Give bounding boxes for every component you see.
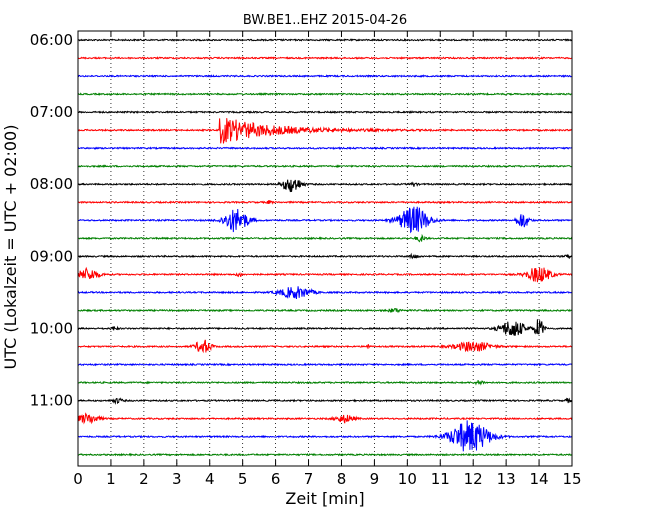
trace-line: [77, 286, 573, 300]
y-axis-label: UTC (Lokalzeit = UTC + 02:00): [1, 125, 20, 370]
y-tick-label: 10:00: [30, 319, 73, 337]
x-tick-label: 14: [530, 470, 549, 488]
x-tick-label: 13: [497, 470, 516, 488]
trace-line: [77, 319, 573, 336]
plot-frame: [77, 30, 573, 467]
trace-line: [77, 38, 573, 42]
trace-line: [77, 74, 573, 79]
x-tick-label: 6: [271, 470, 281, 488]
trace-line: [77, 380, 573, 386]
trace-line: [77, 266, 573, 283]
trace-line: [77, 233, 573, 243]
trace-line: [77, 146, 573, 151]
trace-line: [77, 397, 573, 405]
x-tick-label: 1: [106, 470, 116, 488]
trace-line: [77, 110, 573, 115]
x-tick-label: 9: [370, 470, 380, 488]
trace-line: [77, 307, 573, 314]
grid-lines: [110, 31, 540, 466]
x-tick-label: 4: [205, 470, 215, 488]
x-tick-label: 11: [431, 470, 450, 488]
trace-group: [77, 38, 573, 457]
trace-line: [77, 206, 573, 234]
x-tick-label: 12: [464, 470, 483, 488]
trace-line: [77, 362, 573, 367]
trace-line: [77, 92, 573, 96]
x-tick-label: 7: [304, 470, 314, 488]
x-tick-label: 8: [337, 470, 347, 488]
trace-line: [77, 118, 573, 144]
x-axis-ticks: 0 1 2 3 4 5 6 7 8 9 10 11 12 13 14 15: [73, 31, 582, 488]
x-tick-label: 2: [139, 470, 149, 488]
trace-line: [77, 452, 573, 457]
trace-line: [77, 252, 573, 260]
x-tick-label: 10: [398, 470, 417, 488]
x-tick-label: 15: [562, 470, 581, 488]
y-axis-ticks: 06:00 07:00 08:00 09:00 10:00 11:00: [30, 31, 572, 410]
chart-title: BW.BE1..EHZ 2015-04-26: [243, 13, 407, 28]
x-tick-label: 3: [172, 470, 182, 488]
trace-line: [77, 179, 573, 193]
y-tick-label: 09:00: [30, 247, 73, 265]
x-tick-label: 0: [73, 470, 83, 488]
y-tick-label: 11:00: [30, 392, 73, 410]
x-axis-label: Zeit [min]: [285, 489, 364, 508]
trace-line: [77, 200, 573, 205]
trace-line: [77, 412, 573, 425]
trace-line: [77, 420, 573, 452]
trace-line: [77, 339, 573, 354]
trace-line: [77, 56, 573, 60]
y-tick-label: 07:00: [30, 103, 73, 121]
trace-line: [77, 164, 573, 169]
x-tick-label: 5: [238, 470, 248, 488]
y-tick-label: 08:00: [30, 175, 73, 193]
y-tick-label: 06:00: [30, 31, 73, 49]
